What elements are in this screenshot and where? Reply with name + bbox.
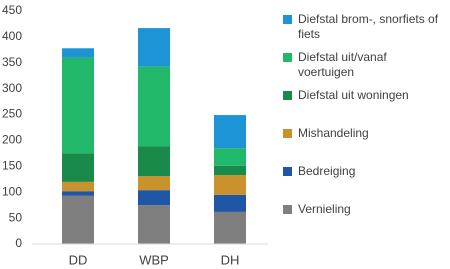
bar-segment (214, 175, 246, 195)
legend-swatch (283, 53, 292, 62)
y-tick-label: 0 (15, 236, 22, 250)
y-tick-label: 150 (2, 159, 22, 173)
bar-segment (138, 146, 170, 177)
bar-segment (62, 195, 94, 244)
legend-item: Diefstal uit/vanaf voertuigen (283, 50, 445, 88)
x-tick-label: WBP (139, 252, 169, 267)
legend-swatch (283, 167, 292, 176)
legend: Diefstal brom-, snorfiets of fiets Diefst… (283, 12, 445, 240)
legend-label: Diefstal uit woningen (298, 88, 409, 102)
bar-segment (62, 153, 94, 182)
legend-swatch (283, 205, 292, 214)
legend-label: Vernieling (298, 202, 351, 216)
bar-segment (214, 148, 246, 166)
legend-label: Mishandeling (298, 126, 369, 140)
bar-segment (62, 191, 94, 196)
legend-item: Diefstal uit woningen (283, 88, 445, 126)
y-tick-label: 450 (2, 3, 22, 17)
bar-segment (62, 48, 94, 58)
y-tick-label: 350 (2, 55, 22, 69)
legend-item: Mishandeling (283, 126, 445, 164)
legend-item: Bedreiging (283, 164, 445, 202)
bar-segment (62, 57, 94, 154)
legend-label: Diefstal uit/vanaf voertuigen (298, 50, 387, 79)
x-tick-label: DH (221, 252, 240, 267)
bar-segment (138, 190, 170, 206)
legend-swatch (283, 91, 292, 100)
bar-segment (214, 165, 246, 176)
y-tick-label: 250 (2, 107, 22, 121)
legend-swatch (283, 15, 292, 24)
y-tick-label: 300 (2, 81, 22, 95)
legend-item: Diefstal brom-, snorfiets of fiets (283, 12, 445, 50)
bar-segment (214, 115, 246, 149)
bar-segment (138, 176, 170, 191)
bar-segment (62, 181, 94, 192)
legend-swatch (283, 129, 292, 138)
bar-segment (138, 205, 170, 244)
y-tick-label: 100 (2, 184, 22, 198)
legend-label: Diefstal brom-, snorfiets of fiets (298, 12, 439, 41)
bar-segment (138, 66, 170, 147)
y-tick-label: 200 (2, 133, 22, 147)
bar-segment (214, 194, 246, 212)
bar-segment (138, 28, 170, 67)
bar-segment (214, 211, 246, 244)
legend-item: Vernieling (283, 202, 445, 240)
y-tick-label: 400 (2, 29, 22, 43)
y-tick-label: 50 (9, 210, 23, 224)
legend-label: Bedreiging (298, 164, 356, 178)
x-tick-label: DD (69, 252, 88, 267)
